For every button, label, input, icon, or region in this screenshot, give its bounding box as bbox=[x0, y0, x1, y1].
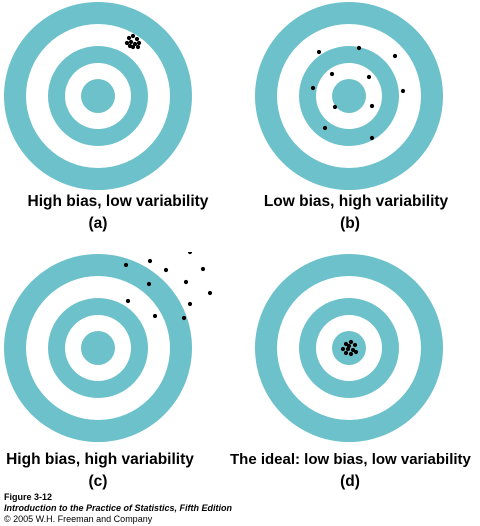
shot bbox=[366, 74, 372, 80]
letter-c: (c) bbox=[88, 473, 108, 490]
shot bbox=[125, 298, 131, 304]
shot-scatter bbox=[123, 252, 213, 321]
shot bbox=[207, 290, 213, 296]
shot bbox=[200, 266, 206, 272]
shot bbox=[146, 281, 152, 287]
shot bbox=[348, 339, 354, 345]
shot bbox=[343, 350, 349, 356]
letter-d: (d) bbox=[340, 473, 360, 490]
copyright: © 2005 W.H. Freeman and Company bbox=[4, 514, 153, 524]
caption-d: The ideal: low bias, low variability bbox=[230, 451, 471, 468]
bullseye bbox=[332, 79, 366, 113]
shot bbox=[181, 315, 187, 321]
shot-cluster bbox=[340, 339, 359, 357]
shot-scatter bbox=[310, 45, 406, 141]
target-c bbox=[4, 252, 213, 442]
figure-number: Figure 3-12 bbox=[4, 492, 53, 502]
shot bbox=[343, 341, 349, 347]
shot bbox=[316, 49, 322, 55]
shot bbox=[134, 36, 140, 42]
caption-b: Low bias, high variability bbox=[263, 193, 449, 210]
shot bbox=[352, 342, 358, 348]
shot bbox=[346, 343, 352, 349]
shot bbox=[350, 347, 356, 353]
shot bbox=[348, 351, 354, 357]
shot bbox=[130, 33, 136, 39]
panel-d: The ideal: low bias, low variability (d) bbox=[230, 252, 480, 502]
shot bbox=[392, 53, 398, 59]
shot bbox=[132, 41, 138, 47]
shot bbox=[163, 267, 169, 273]
shot bbox=[322, 125, 328, 131]
shot bbox=[187, 301, 193, 307]
shot bbox=[124, 40, 130, 46]
shot bbox=[310, 85, 316, 91]
target-b bbox=[255, 2, 443, 190]
panel-a: High bias, low variability (a) bbox=[0, 0, 240, 250]
bullseye bbox=[81, 331, 115, 365]
shot bbox=[147, 258, 153, 264]
shot bbox=[340, 346, 346, 352]
shot bbox=[136, 40, 142, 46]
shot bbox=[332, 104, 338, 110]
caption-c: High bias, high variability bbox=[6, 451, 194, 468]
shot bbox=[123, 262, 129, 268]
shot bbox=[128, 39, 134, 45]
shot-cluster bbox=[124, 33, 142, 50]
shot bbox=[126, 35, 132, 41]
panel-b: Low bias, high variability (b) bbox=[240, 0, 480, 250]
letter-a: (a) bbox=[88, 215, 108, 232]
shot bbox=[329, 71, 335, 77]
book-title: Introduction to the Practice of Statisti… bbox=[4, 503, 233, 513]
caption-a: High bias, low variability bbox=[27, 193, 209, 210]
letter-b: (b) bbox=[340, 215, 360, 232]
target-d bbox=[255, 254, 443, 442]
shot bbox=[353, 349, 359, 355]
shot bbox=[369, 135, 375, 141]
shot bbox=[369, 103, 375, 109]
bullseye bbox=[81, 79, 115, 113]
shot bbox=[183, 279, 189, 285]
shot bbox=[135, 44, 141, 50]
shot bbox=[187, 252, 193, 255]
shot bbox=[127, 43, 133, 49]
shot bbox=[356, 45, 362, 51]
shot bbox=[400, 88, 406, 94]
shot bbox=[152, 313, 158, 319]
panel-c: High bias, high variability (c) bbox=[0, 252, 240, 502]
target-a bbox=[4, 2, 192, 190]
